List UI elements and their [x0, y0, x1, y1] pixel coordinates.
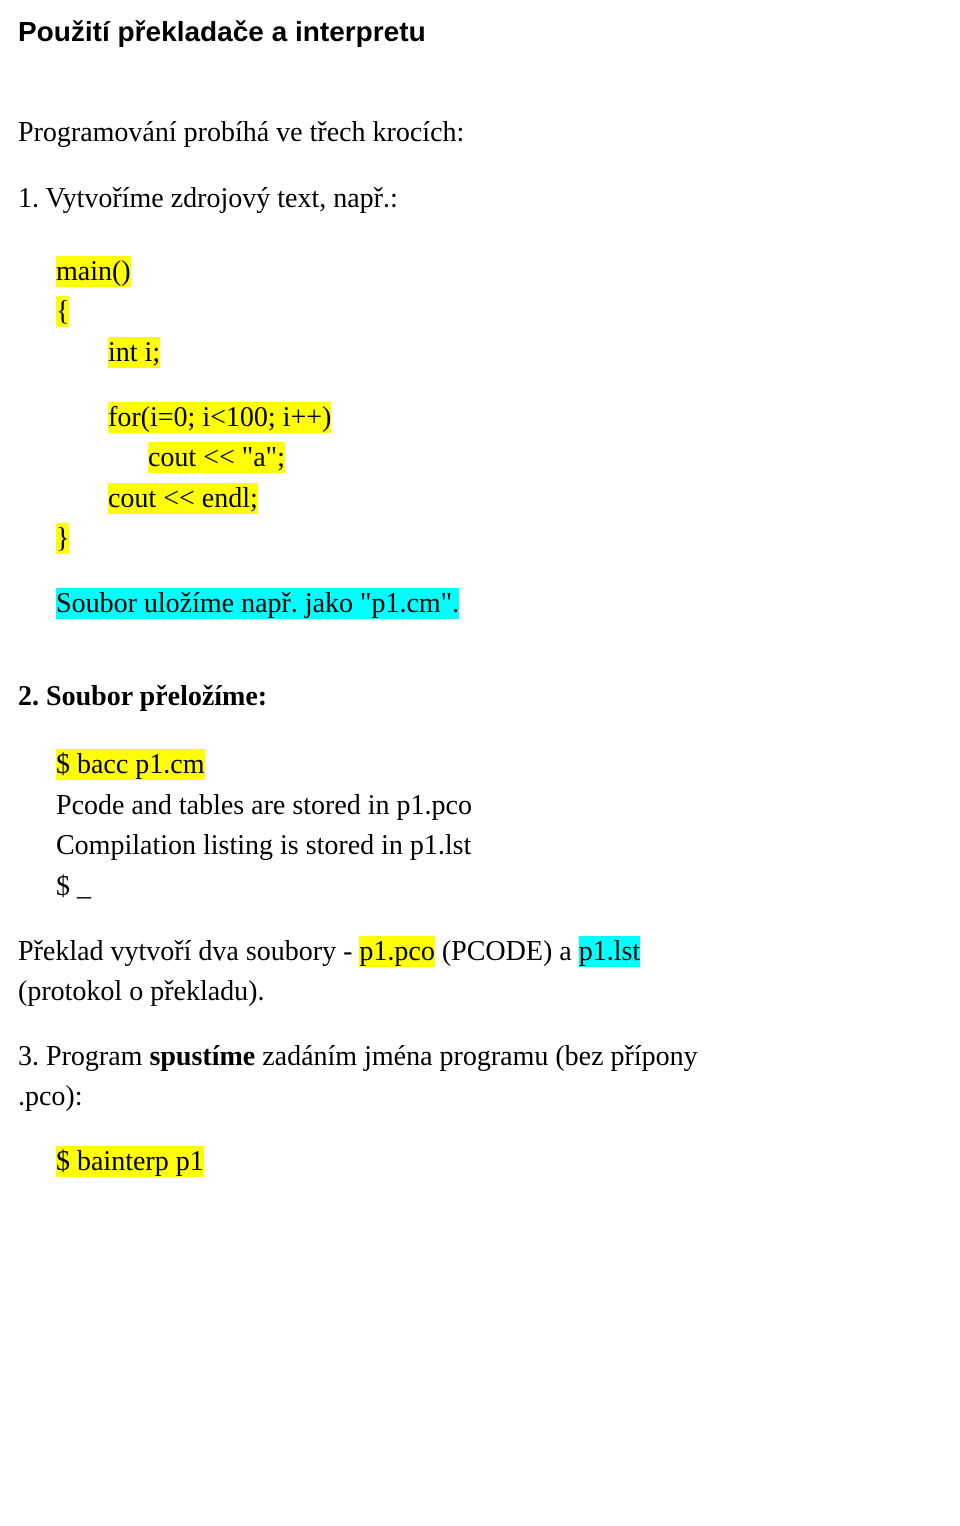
code-text: for(i=0; i<100; i++) [108, 402, 331, 433]
save-note: Soubor uložíme např. jako "p1.cm". [18, 584, 942, 625]
cyan-highlight: Soubor uložíme např. jako "p1.cm". [56, 588, 459, 619]
file-lst: p1.lst [579, 936, 640, 967]
cmd-text: $ bacc p1.cm [56, 749, 205, 780]
intro-paragraph: Programování probíhá ve třech krocích: [18, 113, 942, 154]
code-line-3: int i; [18, 333, 942, 374]
code-text: cout << "a"; [148, 442, 285, 473]
step1-title: 1. Vytvoříme zdrojový text, např.: [18, 179, 942, 220]
code-text: cout << endl; [108, 483, 258, 514]
code-line-2: { [18, 292, 942, 333]
step2-prompt: $ _ [18, 867, 942, 908]
code-line-1: main() [18, 252, 942, 293]
code-line-5: cout << "a"; [18, 438, 942, 479]
step3-title-line2: .pco): [18, 1077, 942, 1118]
blank-line [18, 1013, 942, 1037]
step3-command: $ bainterp p1 [18, 1142, 942, 1183]
section-gap [18, 625, 942, 677]
code-line-7: } [18, 519, 942, 560]
page-heading: Použití překladače a interpretu [18, 12, 942, 53]
step2-result: Překlad vytvoří dva soubory - p1.pco (PC… [18, 932, 942, 973]
step3-suffix-a: zadáním jména programu (bez přípony [255, 1041, 697, 1072]
blank-line [18, 908, 942, 932]
code-text: int i; [108, 337, 160, 368]
step2-title: 2. Soubor přeložíme: [18, 677, 942, 718]
step2-output-1: Pcode and tables are stored in p1.pco [18, 786, 942, 827]
code-text: } [56, 523, 69, 554]
code-line-4: for(i=0; i<100; i++) [18, 398, 942, 439]
blank-line [18, 560, 942, 584]
step3-bold: spustíme [149, 1041, 255, 1072]
blank-line [18, 1118, 942, 1142]
step3-title: 3. Program spustíme zadáním jména progra… [18, 1037, 942, 1078]
result-prefix: Překlad vytvoří dva soubory - [18, 936, 359, 967]
file-pco: p1.pco [359, 936, 434, 967]
code-line-6: cout << endl; [18, 479, 942, 520]
code-text: { [56, 296, 69, 327]
result-middle: (PCODE) a [435, 936, 579, 967]
step2-command: $ bacc p1.cm [18, 745, 942, 786]
cmd-text: $ bainterp p1 [56, 1146, 204, 1177]
step2-result-line2: (protokol o překladu). [18, 972, 942, 1013]
step3-prefix: 3. Program [18, 1041, 149, 1072]
blank-line [18, 374, 942, 398]
step2-output-2: Compilation listing is stored in p1.lst [18, 826, 942, 867]
code-text: main() [56, 256, 131, 287]
